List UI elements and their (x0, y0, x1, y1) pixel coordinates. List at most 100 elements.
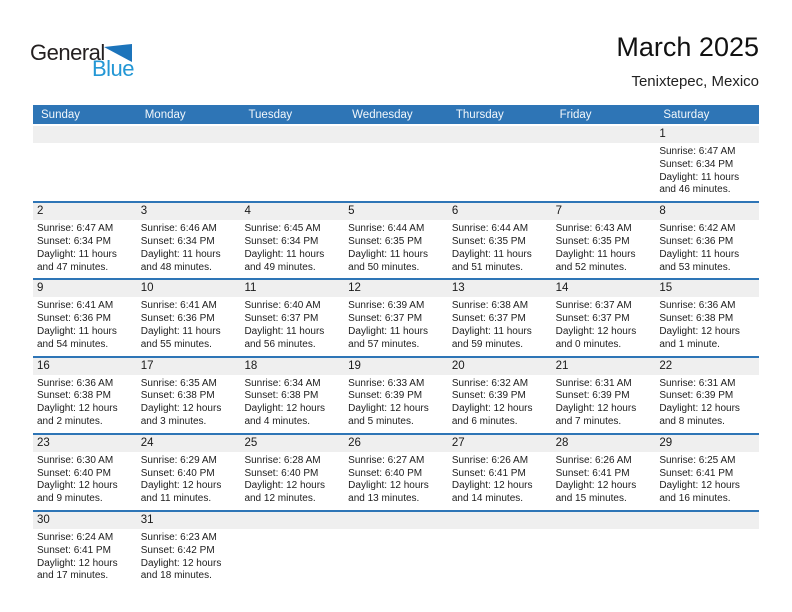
detail-line: and 11 minutes. (140, 493, 212, 505)
detail-line: and 15 minutes. (555, 493, 627, 505)
detail-line: and 54 minutes. (37, 338, 109, 350)
day-number: 27 (447, 434, 552, 452)
day-number (551, 126, 656, 143)
day-number: 31 (136, 511, 241, 529)
detail-line: and 56 minutes. (244, 338, 316, 350)
day-number (655, 511, 760, 529)
detail-line: Daylight: 12 hours (140, 557, 222, 569)
day-details: Sunrise: 6:42 AM Sunset: 6:36 PM Daylight:… (655, 220, 759, 278)
empty-day-cell (551, 126, 656, 201)
day-number: 30 (33, 511, 137, 529)
day-cell: 3 Sunrise: 6:46 AM Sunset: 6:34 PM Daylight… (136, 203, 241, 278)
day-cell: 6 Sunrise: 6:44 AM Sunset: 6:35 PM Daylight… (447, 203, 552, 278)
detail-line: and 18 minutes. (140, 570, 212, 582)
detail-line: Sunset: 6:37 PM (555, 313, 630, 325)
detail-line: and 46 minutes. (659, 184, 731, 196)
detail-line: Sunset: 6:34 PM (140, 235, 215, 247)
logo-word-general: General (30, 40, 105, 65)
day-details: Sunrise: 6:36 AM Sunset: 6:38 PM Daylight:… (33, 375, 137, 433)
detail-line: Sunrise: 6:40 AM (244, 300, 321, 312)
day-details (344, 529, 448, 536)
detail-line: Daylight: 11 hours (244, 325, 325, 337)
page-subtitle: Tenixtepec, Mexico (631, 73, 759, 90)
day-number: 29 (655, 434, 760, 452)
detail-line: Sunset: 6:40 PM (244, 467, 319, 479)
detail-line: Sunrise: 6:25 AM (659, 454, 736, 466)
detail-line: and 12 minutes. (244, 493, 316, 505)
day-details (552, 143, 656, 150)
detail-line: Sunrise: 6:36 AM (37, 377, 114, 389)
detail-line: Sunset: 6:41 PM (37, 544, 111, 556)
detail-line: Sunrise: 6:39 AM (348, 300, 425, 312)
day-number: 5 (344, 203, 448, 221)
day-cell: 16 Sunrise: 6:36 AM Sunset: 6:38 PM Dayligh… (33, 357, 137, 433)
day-details (552, 529, 656, 536)
day-details (137, 143, 241, 150)
detail-line: and 55 minutes. (140, 338, 212, 350)
day-cell: 15 Sunrise: 6:36 AM Sunset: 6:38 PM Dayligh… (655, 280, 760, 355)
detail-line: and 14 minutes. (451, 493, 524, 505)
weekday-header-row: Sunday Monday Tuesday Wednesday Thursday Frid… (33, 105, 759, 124)
day-number (136, 126, 241, 143)
detail-line: and 57 minutes. (348, 338, 420, 350)
day-number: 23 (33, 434, 137, 452)
logo-triangle-icon (103, 44, 132, 62)
day-number (240, 126, 345, 143)
day-details (240, 143, 344, 150)
logo-top-row: General (30, 42, 134, 64)
day-number: 9 (33, 280, 137, 298)
detail-line: Daylight: 12 hours (659, 325, 740, 337)
day-number: 10 (136, 280, 241, 298)
day-details (448, 529, 552, 536)
detail-line: Sunset: 6:40 PM (348, 467, 423, 479)
detail-line: Sunrise: 6:30 AM (37, 454, 114, 466)
day-number: 7 (551, 203, 656, 221)
weeks: 1 Sunrise: 6:47 AM Sunset: 6:34 PM Daylight… (33, 126, 760, 588)
weekday-header-cell: Monday (144, 108, 186, 121)
day-cell: 10 Sunrise: 6:41 AM Sunset: 6:36 PM Dayligh… (136, 280, 241, 355)
detail-line: Daylight: 12 hours (659, 403, 740, 415)
detail-line: Sunset: 6:38 PM (37, 390, 111, 402)
detail-line: Sunset: 6:35 PM (348, 235, 423, 247)
detail-line: and 50 minutes. (348, 261, 420, 273)
day-number: 16 (33, 357, 137, 375)
detail-line: Daylight: 12 hours (244, 480, 326, 492)
detail-line: Sunset: 6:40 PM (37, 467, 111, 479)
detail-line: Daylight: 12 hours (555, 325, 637, 337)
detail-line: Daylight: 11 hours (348, 325, 429, 337)
detail-line: Daylight: 11 hours (555, 248, 636, 260)
day-number (33, 126, 137, 143)
detail-line: Daylight: 12 hours (555, 403, 637, 415)
day-details: Sunrise: 6:47 AM Sunset: 6:34 PM Daylight:… (655, 143, 759, 201)
day-number: 25 (240, 434, 345, 452)
day-number (344, 126, 448, 143)
detail-line: Sunrise: 6:44 AM (451, 223, 529, 235)
detail-line: Daylight: 12 hours (348, 480, 429, 492)
day-details: Sunrise: 6:34 AM Sunset: 6:38 PM Daylight:… (240, 375, 344, 433)
day-cell: 18 Sunrise: 6:34 AM Sunset: 6:38 PM Dayligh… (240, 357, 345, 433)
day-details: Sunrise: 6:41 AM Sunset: 6:36 PM Daylight:… (33, 297, 137, 355)
detail-line: Daylight: 12 hours (659, 480, 740, 492)
detail-line: Daylight: 12 hours (37, 403, 118, 415)
detail-line: and 52 minutes. (555, 261, 627, 273)
detail-line: and 13 minutes. (348, 493, 420, 505)
week-row: 30 Sunrise: 6:24 AM Sunset: 6:41 PM Dayligh… (33, 509, 760, 588)
day-details: Sunrise: 6:31 AM Sunset: 6:39 PM Daylight:… (655, 375, 759, 433)
week-row: 1 Sunrise: 6:47 AM Sunset: 6:34 PM Daylight… (33, 126, 760, 202)
day-number: 18 (240, 357, 345, 375)
detail-line: Sunrise: 6:43 AM (555, 223, 632, 235)
day-cell: 30 Sunrise: 6:24 AM Sunset: 6:41 PM Dayligh… (33, 511, 137, 587)
day-number: 26 (344, 434, 448, 452)
detail-line: Sunset: 6:37 PM (244, 313, 319, 325)
detail-line: and 59 minutes. (451, 338, 524, 350)
detail-line: Sunrise: 6:31 AM (659, 377, 736, 389)
day-cell: 26 Sunrise: 6:27 AM Sunset: 6:40 PM Dayligh… (344, 434, 448, 510)
detail-line: Daylight: 12 hours (37, 557, 118, 569)
detail-line: Daylight: 12 hours (555, 480, 637, 492)
detail-line: Sunset: 6:35 PM (451, 235, 526, 247)
detail-line: Sunrise: 6:38 AM (451, 300, 529, 312)
detail-line: and 53 minutes. (659, 261, 731, 273)
detail-line: and 3 minutes. (140, 415, 207, 427)
detail-line: Sunrise: 6:33 AM (348, 377, 425, 389)
general-blue-logo: General Blue (30, 42, 135, 80)
